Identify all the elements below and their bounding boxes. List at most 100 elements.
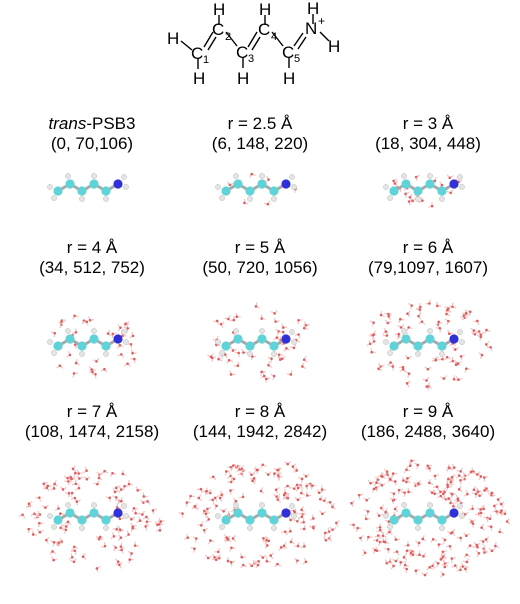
atom-c4-index: 4	[271, 31, 277, 43]
water-molecule	[91, 368, 96, 376]
water-molecule	[445, 544, 452, 551]
hydrogen-atom	[387, 195, 393, 201]
water-molecule	[406, 326, 413, 332]
hydrogen-atom	[459, 184, 465, 190]
carbon-atom	[413, 341, 423, 351]
water-molecule	[110, 532, 116, 540]
water-molecule	[270, 309, 278, 315]
water-molecule	[229, 560, 236, 567]
water-molecule	[448, 356, 455, 364]
water-molecule	[492, 510, 498, 516]
carbon-atom	[221, 515, 231, 525]
water-molecule	[117, 534, 123, 542]
water-molecule	[56, 541, 63, 547]
hydrogen-atom	[47, 184, 53, 190]
water-molecule	[440, 570, 445, 578]
water-molecule	[456, 536, 462, 542]
water-molecule	[479, 539, 485, 546]
atom-h-c4: H	[259, 0, 271, 19]
water-molecule	[36, 510, 42, 518]
water-molecule	[42, 486, 50, 492]
water-molecule	[488, 547, 496, 553]
carbon-atom	[389, 515, 399, 525]
water-molecule	[264, 471, 272, 476]
water-molecule	[260, 314, 266, 321]
water-molecule	[327, 534, 333, 542]
psb3-molecule-model	[383, 502, 465, 531]
water-molecule	[368, 334, 376, 340]
atom-h-c3: H	[237, 69, 249, 88]
water-molecule	[51, 556, 58, 562]
water-molecule	[384, 547, 390, 554]
water-molecule	[202, 527, 209, 535]
carbon-atom	[245, 515, 255, 525]
water-molecule	[276, 472, 282, 480]
water-molecule	[457, 485, 463, 493]
water-molecule	[118, 485, 123, 494]
water-molecule	[435, 320, 443, 326]
water-molecule	[446, 189, 454, 195]
panel-title-text: r = 5 Å	[234, 238, 286, 257]
water-molecule	[426, 565, 434, 571]
nitrogen-atom	[113, 508, 123, 518]
water-shell	[366, 299, 493, 391]
carbon-atom	[53, 515, 63, 525]
panel-title-text: r = 2.5 Å	[227, 114, 293, 133]
water-molecule	[265, 175, 270, 183]
water-molecule	[484, 536, 490, 544]
water-molecule	[127, 480, 134, 486]
water-molecule	[178, 511, 184, 518]
water-molecule	[303, 321, 310, 327]
water-molecule	[446, 485, 452, 491]
water-molecule	[459, 354, 465, 361]
carbon-atom	[65, 334, 75, 344]
carbon-atom	[53, 186, 63, 196]
water-molecule	[433, 473, 439, 480]
water-molecule	[76, 469, 83, 475]
solvated-molecule-render	[349, 459, 511, 578]
hydrogen-atom	[123, 184, 129, 190]
water-molecule	[450, 556, 456, 563]
carbon-atom	[413, 186, 423, 196]
water-molecule	[233, 361, 240, 368]
hydrogen-atom	[271, 525, 277, 531]
water-molecule	[60, 319, 66, 326]
hydrogen-atom	[291, 513, 297, 519]
water-molecule	[250, 477, 257, 483]
water-molecule	[240, 553, 246, 559]
hydrogen-atom	[79, 351, 85, 357]
water-molecule	[293, 557, 299, 565]
atom-c1-index: 1	[203, 54, 209, 66]
water-molecule	[384, 508, 390, 515]
water-molecule	[115, 503, 122, 510]
water-molecule	[478, 352, 484, 359]
water-molecule	[106, 329, 112, 337]
hydrogen-atom	[219, 195, 225, 201]
water-molecule	[441, 550, 447, 556]
water-molecule	[218, 495, 224, 502]
water-molecule	[500, 509, 507, 516]
water-molecule	[326, 500, 333, 507]
water-molecule	[284, 461, 292, 466]
water-molecule	[259, 487, 265, 495]
water-molecule	[450, 474, 456, 482]
carbon-atom	[77, 186, 87, 196]
water-molecule	[483, 486, 489, 493]
water-molecule	[473, 471, 481, 476]
water-molecule	[349, 523, 355, 529]
water-molecule	[219, 321, 225, 329]
atom-h-n-top: H	[307, 0, 319, 18]
water-molecule	[363, 497, 371, 502]
water-molecule	[274, 487, 280, 494]
water-molecule	[387, 361, 395, 366]
water-molecule	[129, 331, 135, 339]
water-molecule	[229, 488, 235, 495]
hydrogen-atom	[123, 339, 129, 345]
solvated-molecule-render	[207, 302, 310, 383]
water-molecule	[209, 475, 217, 481]
water-molecule	[405, 549, 412, 555]
hydrogen-atom	[291, 184, 297, 190]
water-molecule	[281, 323, 288, 329]
water-molecule	[486, 345, 493, 352]
water-molecule	[410, 459, 416, 465]
